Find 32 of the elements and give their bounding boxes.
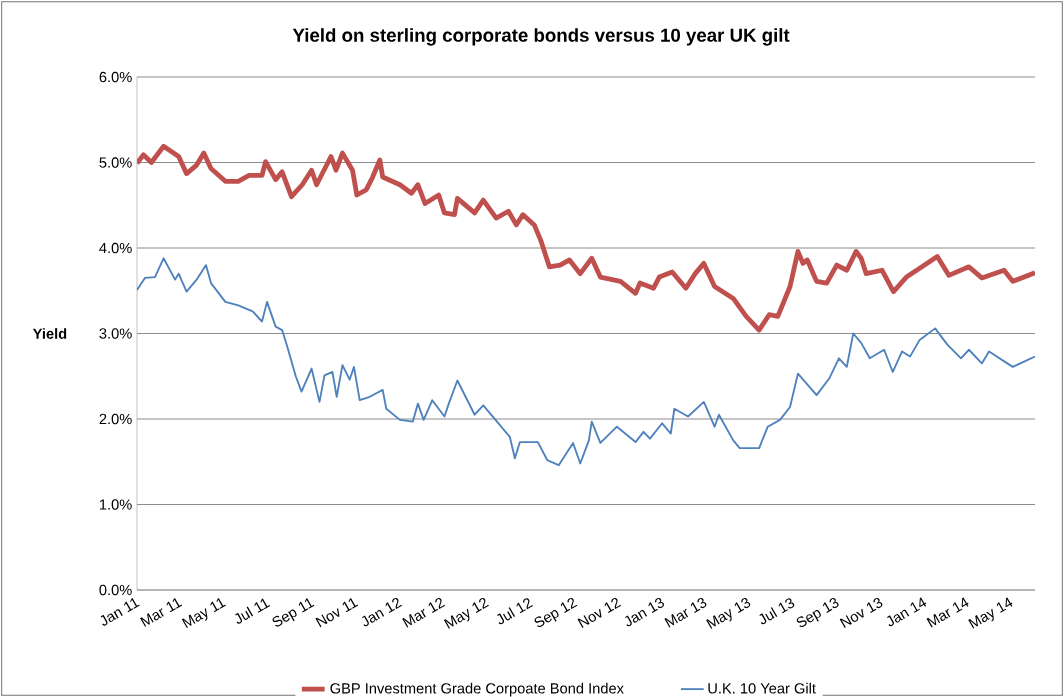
legend-label: GBP Investment Grade Corpoate Bond Index: [330, 682, 624, 697]
line-series: [137, 257, 1036, 467]
x-tick-label: Nov 11: [315, 598, 359, 628]
x-tick-label: Jan 11: [100, 598, 140, 626]
x-tick-label: Nov 12: [577, 597, 622, 628]
x-tick-label: Nov 13: [839, 597, 883, 628]
line-series: [137, 143, 1036, 333]
x-tick-label: Jul 13: [759, 598, 795, 625]
x-tick-label: Jan 13: [624, 597, 665, 627]
x-tick-label: May 11: [181, 598, 226, 629]
x-tick-label: Sep 11: [272, 598, 315, 627]
y-axis-title: Yield: [32, 328, 67, 339]
x-tick-label: Mar 11: [140, 598, 183, 627]
legend-label: U.K. 10 Year Gilt: [708, 682, 816, 694]
x-tick-label: Sep 13: [796, 597, 839, 628]
x-tick-label: Jan 14: [887, 597, 927, 627]
chart-title: Yield on sterling corporate bonds versus 10 year UK gilt: [292, 28, 790, 46]
y-tick-label: 3.0%: [99, 328, 132, 339]
x-tick-label: Jul 12: [497, 598, 533, 625]
y-tick-label: 6.0%: [99, 71, 132, 83]
x-tick-label: Jul 11: [235, 598, 270, 624]
x-tick-label: Sep 12: [534, 597, 578, 628]
x-tick-label: Jan 12: [361, 597, 402, 627]
y-tick-label: 5.0%: [99, 157, 132, 168]
y-tick-label: 4.0%: [99, 242, 132, 254]
x-tick-label: Mar 14: [926, 597, 969, 628]
y-tick-label: 0.0%: [99, 584, 132, 596]
x-tick-label: May 14: [968, 597, 1013, 629]
x-tick-label: Mar 13: [664, 597, 707, 628]
y-tick-label: 1.0%: [99, 499, 132, 510]
y-tick-label: 2.0%: [99, 413, 132, 425]
x-tick-label: May 13: [706, 597, 751, 629]
